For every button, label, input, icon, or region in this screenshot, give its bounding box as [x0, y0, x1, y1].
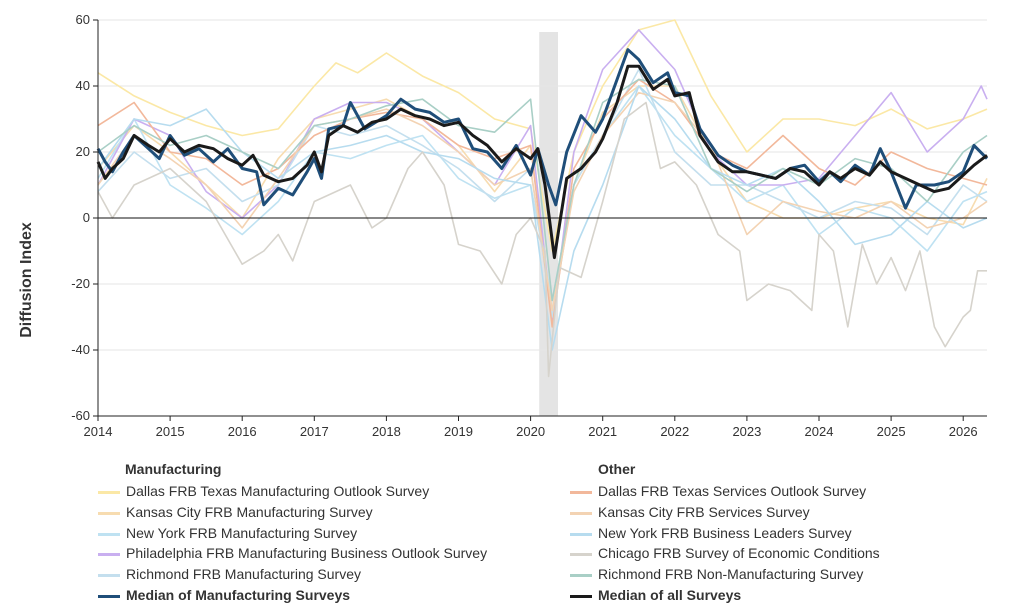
x-tick-label: 2017: [300, 424, 329, 439]
series-line-1: [97, 19, 988, 252]
x-tick-label: 2015: [156, 424, 185, 439]
x-tick-label: 2019: [444, 424, 473, 439]
legend-item-label: Median of Manufacturing Surveys: [126, 587, 351, 603]
legend: Manufacturing Other Dallas FRB Texas Man…: [0, 455, 1024, 610]
legend-swatch: [570, 491, 592, 494]
x-tick-label: 2020: [516, 424, 545, 439]
x-tick-label: 2026: [949, 424, 978, 439]
y-axis-ticks: -60 -40 -20 0 20 40 60: [71, 12, 98, 423]
y-tick-label: -60: [71, 408, 90, 423]
legend-item-label: Kansas City FRB Manufacturing Survey: [126, 503, 373, 520]
series-line-10: [97, 101, 987, 378]
series-line-8: [97, 91, 988, 312]
legend-swatch: [98, 595, 120, 598]
legend-swatch: [570, 574, 592, 578]
legend-swatch: [98, 532, 120, 536]
legend-item-label: Dallas FRB Texas Services Outlook Survey: [598, 483, 867, 499]
x-tick-label: 2018: [372, 424, 401, 439]
series-lines: [96, 19, 989, 378]
legend-item-label: Philadelphia FRB Manufacturing Business …: [126, 545, 488, 562]
x-tick-label: 2014: [84, 424, 113, 439]
legend-swatch: [570, 532, 592, 536]
legend-group-manufacturing: Manufacturing: [125, 461, 222, 477]
x-tick-label: 2023: [732, 424, 761, 439]
x-tick-label: 2022: [660, 424, 689, 439]
series-line-12: [96, 64, 988, 260]
y-tick-label: 60: [76, 12, 90, 27]
legend-item-label: Richmond FRB Manufacturing Survey: [126, 566, 361, 583]
x-tick-label: 2025: [877, 424, 906, 439]
legend-item-label: New York FRB Business Leaders Survey: [598, 524, 852, 541]
legend-item-label: Dallas FRB Texas Manufacturing Outlook S…: [126, 483, 430, 499]
legend-swatch: [98, 574, 120, 578]
legend-group-other: Other: [598, 461, 636, 477]
x-tick-label: 2016: [228, 424, 257, 439]
x-axis-ticks: 2014 2015 2016 2017 2018 2019 2020 2021 2022 2023…: [84, 416, 978, 439]
y-tick-label: 40: [76, 78, 90, 93]
y-tick-label: 0: [83, 210, 90, 225]
legend-item-label: Richmond FRB Non-Manufacturing Survey: [598, 566, 864, 583]
series-line-5: [97, 68, 988, 318]
x-tick-label: 2024: [805, 424, 834, 439]
y-tick-label: -20: [71, 276, 90, 291]
legend-swatch: [570, 553, 592, 557]
y-tick-label: 20: [76, 144, 90, 159]
legend-swatch: [98, 511, 120, 515]
series-line-4: [97, 29, 988, 325]
legend-item-label: Chicago FRB Survey of Economic Condition…: [598, 545, 880, 562]
legend-swatch: [570, 595, 592, 598]
legend-item-label: Median of all Surveys: [598, 587, 742, 603]
x-tick-label: 2021: [588, 424, 617, 439]
legend-swatch: [570, 511, 592, 515]
legend-swatch: [98, 553, 120, 557]
series-line-9: [97, 85, 988, 351]
legend-item-label: New York FRB Manufacturing Survey: [126, 524, 358, 541]
legend-swatch: [98, 491, 120, 494]
y-tick-label: -40: [71, 342, 90, 357]
y-axis-label: Diffusion Index: [18, 222, 35, 338]
legend-item-label: Kansas City FRB Services Survey: [598, 503, 810, 520]
